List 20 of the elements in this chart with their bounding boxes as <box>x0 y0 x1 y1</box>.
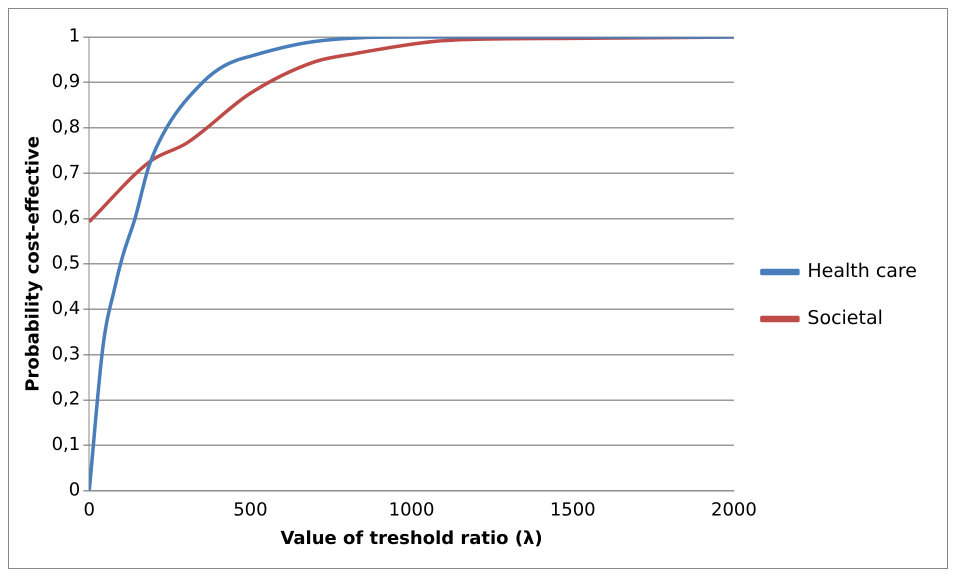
y-tick-label: 0,6 <box>52 207 80 228</box>
y-tick-label: 0,1 <box>52 434 80 456</box>
y-tick-label: 1 <box>68 26 80 47</box>
x-tick-label: 0 <box>84 499 95 520</box>
y-tick-label: 0,4 <box>52 298 80 319</box>
x-tick-label: 500 <box>233 499 268 520</box>
x-axis-title: Value of treshold ratio (λ) <box>280 528 543 549</box>
x-tick-label: 2000 <box>710 499 757 520</box>
y-axis-title: Probability cost-effective <box>22 136 44 392</box>
y-tick-label: 0,8 <box>52 116 80 138</box>
y-tick-label: 0 <box>68 479 80 500</box>
y-tick-label: 0,2 <box>52 388 80 410</box>
x-tick-label: 1500 <box>550 499 596 520</box>
y-tick-label: 0,7 <box>52 162 80 183</box>
y-tick-label: 0,9 <box>52 71 80 92</box>
y-tick-label: 0,3 <box>52 343 80 364</box>
legend-label: Societal <box>807 306 883 329</box>
y-tick-label: 0,5 <box>52 252 80 274</box>
x-tick-label: 1000 <box>388 499 434 520</box>
legend-label: Health care <box>807 260 918 282</box>
